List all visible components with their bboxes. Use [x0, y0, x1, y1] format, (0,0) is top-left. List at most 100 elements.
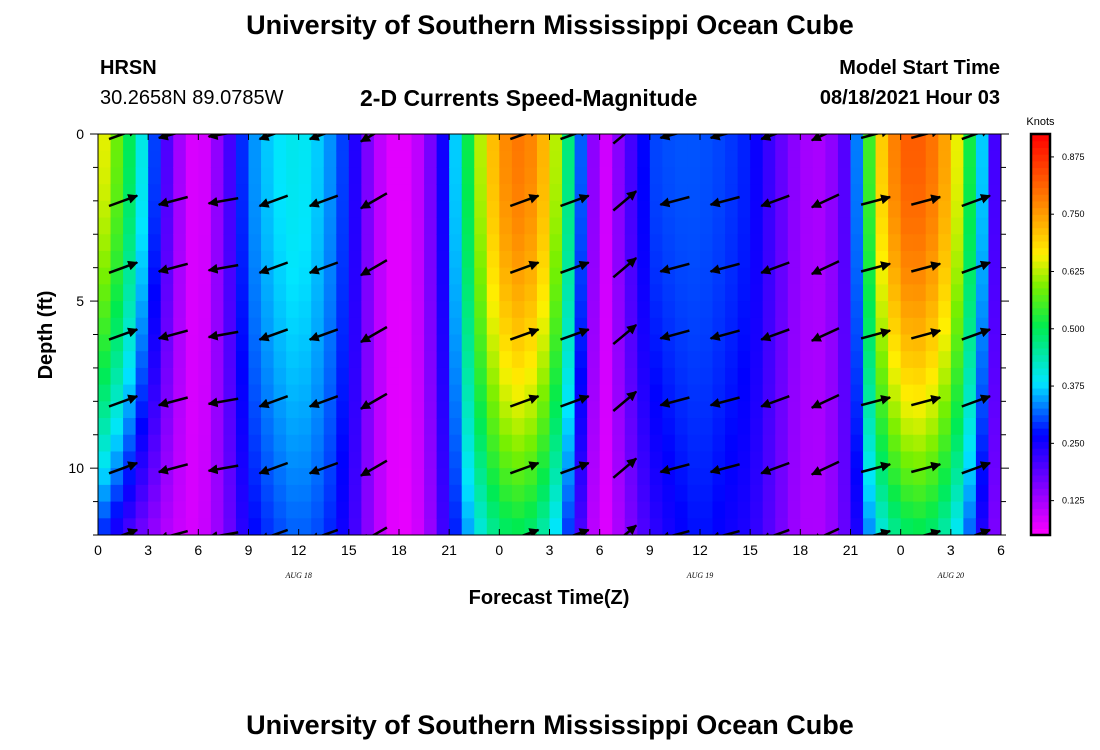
heatmap-cell — [938, 317, 952, 336]
heatmap-cell — [311, 384, 325, 402]
current-vector — [860, 461, 892, 474]
heatmap-cell — [474, 501, 488, 519]
heatmap-cell — [511, 150, 526, 169]
heatmap-cell — [762, 518, 776, 535]
heatmap-cell — [925, 217, 939, 235]
heatmap-cell — [223, 468, 237, 486]
heatmap-cell — [123, 501, 137, 519]
colorbar-swatch — [1031, 367, 1050, 376]
heatmap-cell — [110, 317, 124, 336]
heatmap-cell — [461, 451, 475, 469]
heatmap-cell — [148, 484, 162, 503]
heatmap-cell — [110, 367, 124, 386]
heatmap-cell — [424, 284, 438, 302]
heatmap-cell — [449, 367, 463, 386]
heatmap-cell — [837, 434, 852, 453]
colorbar-tick-label: 0.500 — [1062, 324, 1085, 334]
heatmap-cell — [148, 234, 162, 252]
heatmap-cell — [587, 451, 601, 469]
heatmap-cell — [311, 518, 325, 535]
heatmap-cell — [988, 284, 1001, 302]
colorbar-swatch — [1031, 214, 1050, 222]
heatmap-cell — [725, 518, 739, 535]
heatmap-cell — [687, 167, 701, 185]
heatmap-cell — [399, 150, 413, 169]
heatmap-cell — [800, 200, 814, 219]
heatmap-cell — [373, 150, 388, 169]
heatmap-cell — [235, 384, 250, 402]
heatmap-cell — [486, 217, 500, 235]
x-tick-label: 3 — [947, 542, 955, 558]
heatmap-cell — [700, 301, 714, 319]
heatmap-cell — [336, 234, 350, 252]
heatmap-cell — [210, 384, 225, 402]
current-vector — [910, 461, 942, 474]
heatmap-cell — [800, 250, 814, 269]
heatmap-cell — [988, 301, 1001, 319]
heatmap-cell — [411, 518, 425, 535]
colorbar-swatch — [1031, 274, 1050, 282]
heatmap-cell — [988, 384, 1001, 402]
heatmap-cell — [311, 234, 325, 252]
heatmap-cell — [323, 484, 337, 503]
current-vector — [760, 528, 790, 535]
heatmap-cell — [135, 401, 149, 419]
heatmap-cell — [373, 334, 388, 352]
heatmap-cell — [750, 334, 764, 352]
heatmap-cell — [123, 217, 137, 235]
heatmap-cell — [787, 468, 801, 486]
heatmap-cell — [700, 434, 714, 453]
current-vector — [612, 323, 638, 346]
heatmap-cell — [436, 384, 450, 402]
heatmap-cell — [461, 234, 475, 252]
current-vector — [360, 192, 388, 210]
heatmap-cell — [649, 518, 663, 535]
heatmap-cell — [436, 267, 450, 285]
heatmap-cell — [235, 468, 250, 486]
heatmap-cell — [562, 301, 576, 319]
heatmap-cell — [900, 451, 914, 469]
heatmap-cell — [98, 217, 112, 235]
heatmap-cell — [511, 284, 526, 302]
heatmap-cell — [549, 267, 563, 285]
heatmap-cell — [348, 418, 362, 436]
heatmap-cell — [185, 418, 199, 436]
heatmap-cell — [399, 167, 413, 185]
heatmap-cell — [762, 501, 776, 519]
heatmap-cell — [536, 301, 551, 319]
heatmap-cell — [549, 501, 563, 519]
heatmap-cell — [800, 134, 814, 152]
heatmap-cell — [938, 301, 952, 319]
heatmap-cell — [98, 134, 112, 152]
heatmap-cell — [574, 234, 588, 252]
heatmap-cell — [261, 234, 275, 252]
heatmap-cell — [712, 284, 726, 302]
heatmap-cell — [185, 217, 199, 235]
current-vector — [258, 528, 289, 535]
heatmap-cell — [361, 434, 375, 453]
heatmap-cell — [210, 234, 225, 252]
heatmap-cell — [311, 451, 325, 469]
heatmap-cell — [850, 367, 864, 386]
heatmap-cell — [449, 200, 463, 219]
heatmap-cell — [875, 217, 889, 235]
heatmap-cell — [173, 267, 187, 285]
heatmap-cell — [762, 217, 776, 235]
heatmap-cell — [399, 384, 413, 402]
heatmap-cell — [950, 418, 964, 436]
heatmap-cell — [185, 518, 199, 535]
colorbar-swatch — [1031, 287, 1050, 295]
heatmap-cell — [511, 418, 526, 436]
heatmap-cell — [424, 434, 438, 453]
x-tick-label: 12 — [692, 542, 708, 558]
heatmap-cell — [612, 418, 626, 436]
heatmap-cell — [637, 167, 651, 185]
heatmap-cell — [273, 200, 287, 219]
heatmap-cell — [850, 267, 864, 285]
heatmap-cell — [373, 317, 388, 336]
heatmap-cell — [235, 434, 250, 453]
heatmap-cell — [762, 484, 776, 503]
heatmap-cell — [424, 250, 438, 269]
heatmap-cell — [235, 518, 250, 535]
heatmap-cell — [286, 134, 300, 152]
